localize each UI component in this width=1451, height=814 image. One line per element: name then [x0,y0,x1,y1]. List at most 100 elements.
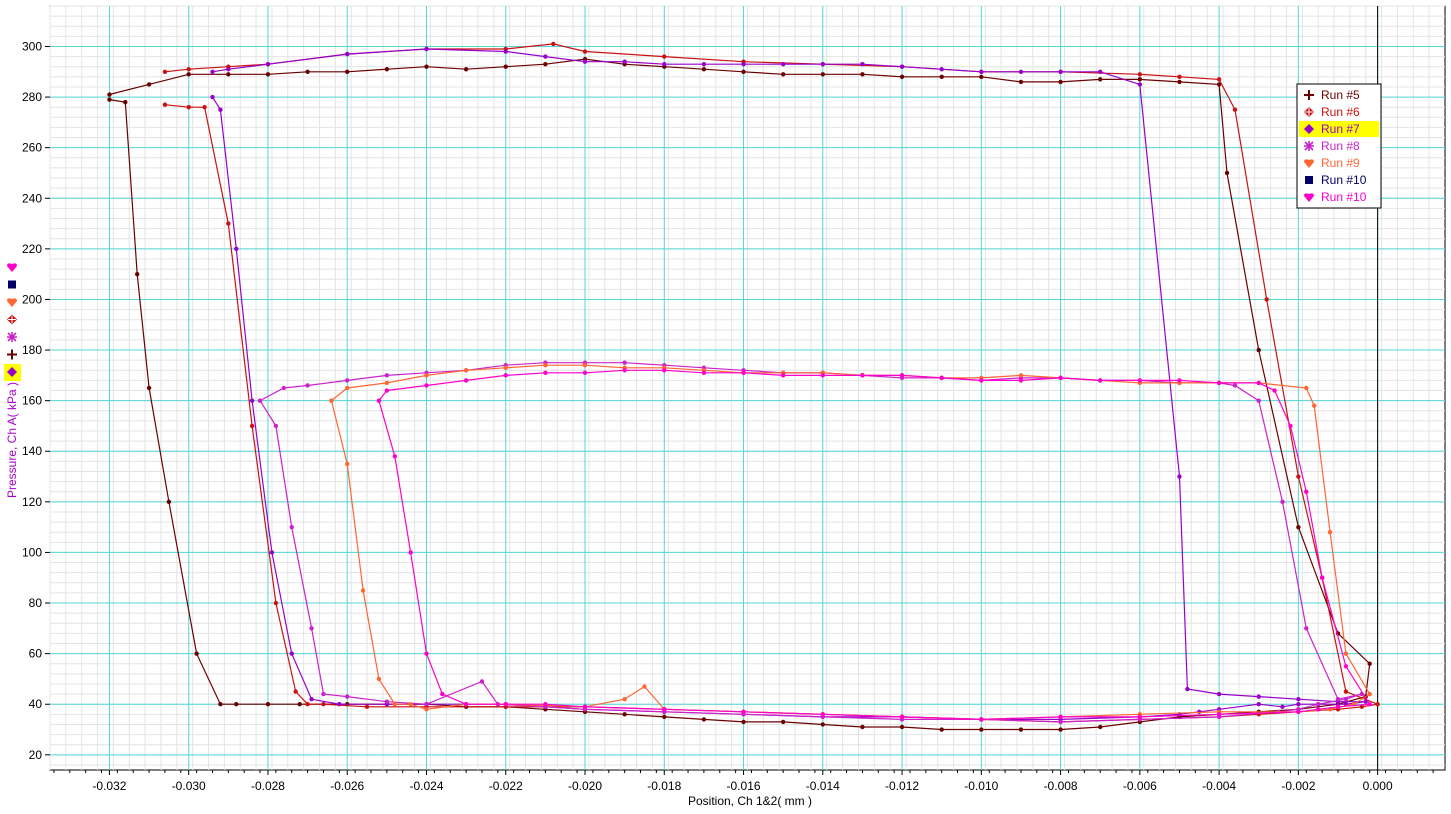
data-point [1177,474,1182,479]
data-point [1367,661,1372,666]
data-point [329,398,334,403]
data-point [1256,347,1261,353]
data-point [642,684,647,689]
data-point [503,49,508,54]
data-point [265,61,271,67]
data-point [162,69,168,74]
data-point [1058,714,1063,720]
data-point [384,388,390,393]
data-point [622,696,627,702]
data-point [345,694,350,699]
data-point [305,702,310,707]
data-point [503,64,508,69]
data-point [551,41,556,47]
data-point [741,61,746,67]
y-tick-label: 20 [29,748,43,762]
data-point [1343,696,1349,702]
data-point [265,702,271,707]
data-point [305,69,310,74]
data-point [1304,141,1314,151]
y-tick-label: 200 [22,292,42,306]
data-point [1280,704,1285,709]
data-point [1216,712,1222,717]
data-point [146,385,152,391]
data-point [1256,702,1261,707]
data-point [210,94,215,100]
data-point [662,707,667,712]
data-point [1177,378,1182,383]
data-point [1343,664,1349,669]
data-point [7,349,17,360]
legend-highlight [1299,121,1379,137]
data-point [7,367,17,377]
legend-label: Run #10 [1321,173,1367,187]
data-point [1296,474,1301,479]
data-point [7,332,17,342]
data-point [146,82,152,87]
y-tick-label: 40 [29,697,43,711]
data-point [218,702,223,707]
data-point [1288,423,1293,429]
data-point [345,378,350,383]
y-tick-label: 140 [22,444,42,458]
data-point [186,72,191,77]
data-point [194,651,199,656]
data-point [345,385,350,391]
data-point [543,54,548,59]
data-point [226,72,231,77]
data-point [293,689,298,694]
data-point [1280,499,1285,505]
data-point [780,719,786,725]
data-point [257,398,263,403]
data-point [289,651,294,656]
data-point [860,72,865,77]
data-point [226,221,231,226]
legend-item: Run #10 [1304,190,1367,204]
data-point [1335,704,1341,709]
legend: Run #5 Run #6 Run #7 Run #8 Run #9 Run #10 Run… [1296,83,1382,209]
data-point [1304,124,1314,134]
data-point [1305,176,1313,184]
data-point [1232,107,1238,112]
data-point [1177,74,1182,80]
data-point [305,383,310,388]
data-point [463,67,469,72]
data-point [360,588,366,593]
data-point [440,691,445,697]
x-tick-label: -0.012 [885,779,919,793]
data-point [345,461,350,467]
data-point [1098,77,1103,82]
data-point [273,423,279,429]
data-point [662,54,667,59]
data-point [1315,702,1321,707]
x-tick-label: -0.028 [251,779,285,793]
data-point [899,724,905,730]
data-point [860,373,865,378]
legend-label: Run #9 [1321,156,1360,170]
data-point [424,373,429,378]
y-tick-label: 60 [29,647,43,661]
data-point [860,61,865,67]
data-point [376,676,382,682]
data-point [8,280,16,289]
data-point [345,51,350,57]
data-point [309,626,314,631]
data-point [384,67,390,72]
data-point [503,373,508,378]
data-point [1058,79,1063,85]
y-tick-label: 180 [22,343,42,357]
data-point [249,423,255,429]
data-point [107,92,112,97]
x-tick-label: -0.020 [568,779,602,793]
data-point [899,373,905,378]
data-point [780,61,786,67]
y-tick-label: 240 [22,191,42,205]
data-point [123,99,128,105]
data-point [1296,709,1301,715]
x-tick-label: -0.002 [1281,779,1315,793]
data-point [1224,170,1230,176]
data-point [979,69,984,74]
data-point [1304,626,1309,631]
data-point [1343,689,1349,694]
x-tick-label: -0.004 [1202,779,1236,793]
